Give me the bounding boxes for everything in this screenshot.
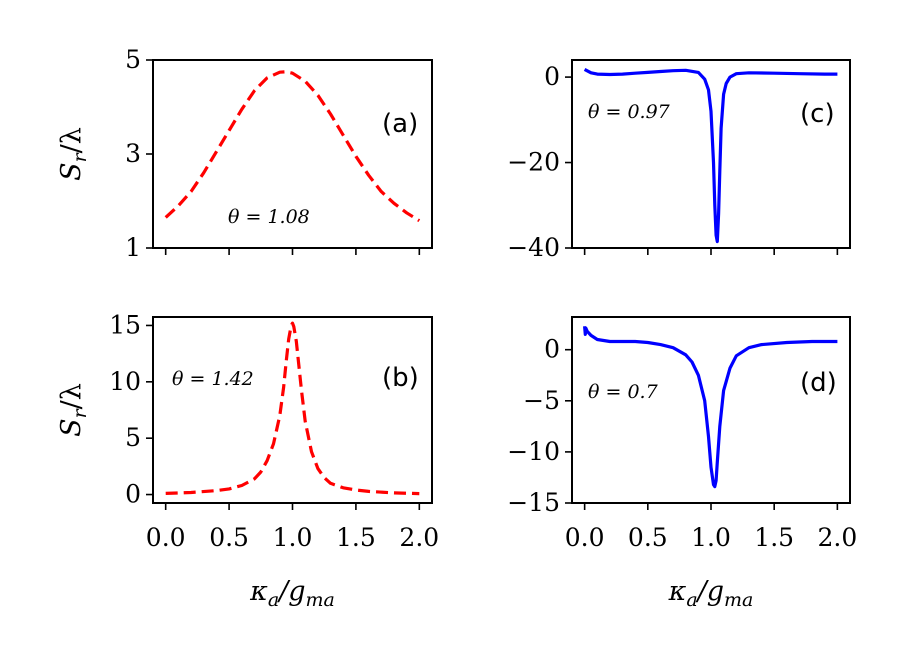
y-axis-label-a: Sr/λ — [56, 127, 91, 181]
y-tick-label-c: 0 — [544, 62, 560, 91]
y-tick-label-a: 5 — [125, 45, 141, 74]
x-tick-label-d: 2.0 — [817, 523, 857, 552]
x-axis-label-d: κa/gma — [668, 576, 754, 611]
x-tick-label-d: 0.5 — [628, 523, 668, 552]
x-tick-label-b: 0.0 — [146, 523, 186, 552]
panel-label-c: (c) — [800, 99, 835, 129]
y-tick-label-d: 0 — [544, 335, 560, 364]
y-tick-label-b: 10 — [109, 367, 141, 396]
x-axis-label-b: κa/gma — [249, 576, 335, 611]
plot-frame-c — [571, 59, 851, 249]
series-line-d — [583, 326, 838, 489]
y-tick-label-b: 0 — [125, 480, 141, 509]
theta-annotation-d: θ = 0.7 — [588, 381, 659, 403]
y-tick-label-d: −10 — [507, 437, 560, 466]
theta-annotation-a: θ = 1.08 — [228, 206, 310, 228]
x-tick-label-b: 0.5 — [209, 523, 249, 552]
y-tick-label-b: 15 — [109, 310, 141, 339]
panel-label-a: (a) — [382, 109, 418, 139]
x-tick-label-d: 1.0 — [691, 523, 731, 552]
y-tick-label-a: 1 — [125, 233, 141, 262]
theta-annotation-b: θ = 1.42 — [172, 368, 254, 390]
panel-label-d: (d) — [800, 368, 837, 398]
theta-annotation-c: θ = 0.97 — [588, 101, 671, 123]
panel-c: −40 −20 0 (c) θ = 0.97 — [507, 59, 851, 262]
y-tick-label-a: 3 — [125, 139, 141, 168]
plot-frame-b — [152, 316, 433, 504]
y-tick-label-c: −40 — [507, 233, 560, 262]
x-tick-label-b: 2.0 — [399, 523, 439, 552]
y-tick-label-c: −20 — [507, 148, 560, 177]
series-line-c — [583, 67, 838, 244]
y-tick-label-b: 5 — [125, 423, 141, 452]
x-tick-label-d: 0.0 — [565, 523, 605, 552]
x-tick-label-b: 1.5 — [336, 523, 376, 552]
panel-d: −15 −10 −5 0 0.0 0.5 1.0 1.5 2.0 (d) θ = 0.7 κa/gma — [507, 316, 857, 611]
panel-a: 1 3 5 (a) θ = 1.08 Sr/λ — [56, 45, 433, 262]
panel-label-b: (b) — [382, 363, 419, 393]
y-tick-label-d: −15 — [507, 488, 560, 517]
y-axis-label-b: Sr/λ — [56, 383, 91, 437]
x-tick-label-b: 1.0 — [273, 523, 313, 552]
x-tick-label-d: 1.5 — [754, 523, 794, 552]
y-tick-label-d: −5 — [523, 386, 560, 415]
series-line-a — [164, 70, 421, 223]
series-line-b — [165, 321, 420, 496]
panel-b: 0 5 10 15 0.0 0.5 1.0 1.5 2.0 (b) θ = 1.42 Sr/λ κa/g… — [56, 310, 439, 611]
